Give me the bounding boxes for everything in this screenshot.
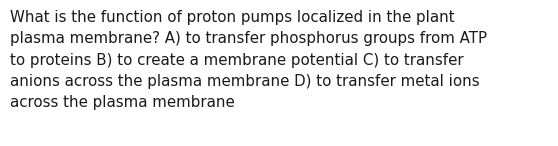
Text: What is the function of proton pumps localized in the plant
plasma membrane? A) : What is the function of proton pumps loc… <box>10 10 487 110</box>
